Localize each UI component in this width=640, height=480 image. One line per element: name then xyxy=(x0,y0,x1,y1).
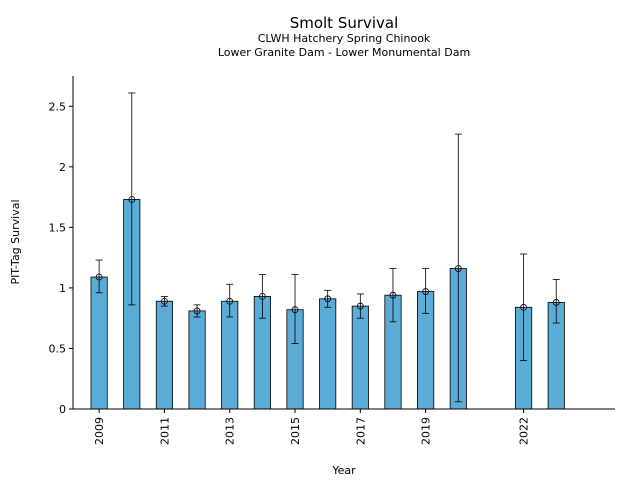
point-marker-2020 xyxy=(454,265,462,272)
x-tick-label: 2009 xyxy=(93,417,106,445)
error-bar-2010 xyxy=(128,92,136,306)
error-bar-2022 xyxy=(520,253,528,361)
bar-series xyxy=(90,199,565,410)
point-marker-2019 xyxy=(422,288,430,295)
error-bar-2013 xyxy=(226,283,234,318)
point-marker-2011 xyxy=(161,297,168,305)
error-bars xyxy=(95,92,560,403)
y-axis-label: PIT-Tag Survival xyxy=(9,199,22,284)
point-marker-2015 xyxy=(291,306,299,314)
point-marker-2022 xyxy=(520,303,527,311)
error-bar-2012 xyxy=(193,304,201,318)
bar-2012 xyxy=(188,310,206,410)
chart-subtitle-line-1: CLWH Hatchery Spring Chinook xyxy=(258,32,431,45)
point-markers xyxy=(95,196,560,315)
point-marker-2009 xyxy=(95,273,103,281)
x-tick-label: 2011 xyxy=(158,417,171,445)
chart-subtitle-line-2: Lower Granite Dam - Lower Monumental Dam xyxy=(218,46,470,59)
point-marker-2014 xyxy=(258,292,266,300)
error-bar-2014 xyxy=(258,274,266,319)
error-bar-2020 xyxy=(454,133,462,403)
point-marker-2018 xyxy=(389,291,397,299)
point-marker-2023 xyxy=(552,299,560,306)
bar-2013 xyxy=(221,300,239,410)
error-bar-2018 xyxy=(389,268,397,323)
chart-title: Smolt Survival xyxy=(290,14,399,32)
x-tick-label: 2019 xyxy=(420,417,433,445)
error-bar-2015 xyxy=(291,274,299,345)
bar-2011 xyxy=(155,300,173,410)
error-bar-2009 xyxy=(95,259,103,294)
point-marker-2017 xyxy=(356,302,364,310)
error-bar-2023 xyxy=(552,279,560,324)
y-tick-label: 0.5 xyxy=(49,342,67,355)
point-marker-2010 xyxy=(128,196,136,203)
x-tick-label: 2015 xyxy=(289,417,302,445)
y-tick-label: 1 xyxy=(59,282,66,295)
point-marker-2016 xyxy=(324,295,332,303)
y-tick-label: 2 xyxy=(59,161,66,174)
bar-2009 xyxy=(90,276,108,410)
point-marker-2013 xyxy=(226,297,234,305)
x-tick-label: 2013 xyxy=(224,417,237,445)
bar-2016 xyxy=(319,298,337,410)
x-axis-label: Year xyxy=(331,464,356,477)
point-marker-2012 xyxy=(193,307,201,315)
y-tick-label: 2.5 xyxy=(49,100,67,113)
x-tick-label: 2022 xyxy=(518,417,531,445)
y-tick-label: 1.5 xyxy=(49,221,67,234)
error-bar-2016 xyxy=(324,289,332,308)
error-bar-2017 xyxy=(356,293,364,319)
y-axis-ticks: 0 0.5 1 1.5 2 2.5 xyxy=(49,100,73,416)
y-tick-label: 0 xyxy=(59,403,66,416)
error-bar-2019 xyxy=(422,268,430,314)
x-tick-label: 2017 xyxy=(354,417,367,445)
x-axis-ticks: 2009 2011 2013 2015 2017 2019 2022 xyxy=(93,409,531,445)
bar-2017 xyxy=(351,305,369,410)
